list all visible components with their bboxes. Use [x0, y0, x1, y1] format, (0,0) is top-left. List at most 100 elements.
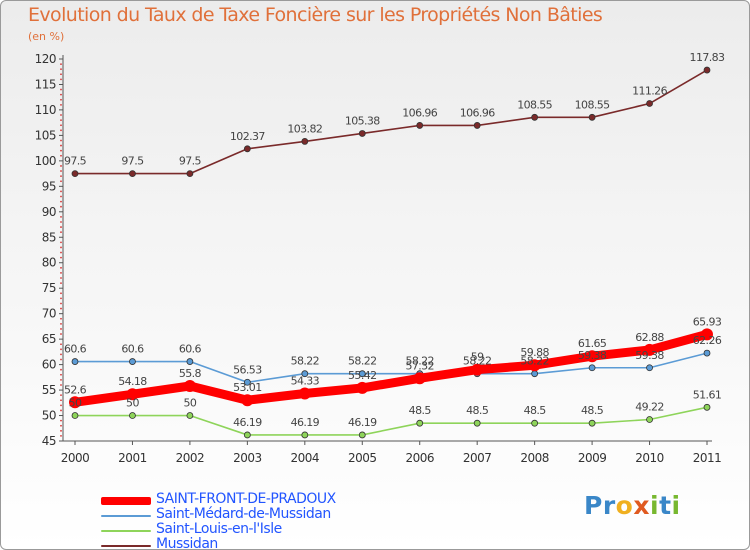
data-point [588, 419, 596, 427]
x-tick-label: 2009 [578, 451, 607, 465]
data-label: 58.22 [291, 355, 320, 368]
y-minor-tick [60, 373, 62, 376]
data-label: 108.55 [517, 98, 552, 111]
data-label: 106.96 [460, 106, 495, 119]
y-minor-tick [60, 272, 62, 274]
y-tick-label: 85 [42, 230, 56, 244]
data-point [301, 431, 309, 439]
y-minor-tick [60, 205, 62, 208]
y-tick-label: 75 [42, 281, 56, 295]
data-point [356, 381, 369, 394]
data-point [129, 358, 136, 365]
y-minor-tick [60, 348, 62, 351]
y-minor-tick [60, 384, 62, 386]
y-minor-tick [60, 63, 62, 65]
data-label: 65.93 [693, 315, 722, 328]
y-tick-label: 65 [42, 332, 56, 346]
y-minor-tick [60, 353, 62, 356]
y-minor-tick [60, 200, 62, 203]
legend-label: SAINT-FRONT-DE-PRADOUX [156, 491, 336, 507]
y-minor-tick [60, 144, 62, 147]
y-minor-tick [60, 170, 62, 172]
data-label: 48.5 [466, 404, 489, 417]
data-label: 59.38 [635, 349, 664, 362]
y-minor-tick [60, 358, 62, 361]
data-label: 59.88 [520, 346, 549, 359]
data-point [129, 412, 136, 419]
data-label: 49.22 [635, 401, 664, 414]
y-minor-tick [60, 282, 62, 285]
data-point [588, 364, 596, 372]
y-tick-label: 90 [42, 205, 56, 219]
data-point [703, 349, 711, 357]
logo-letter: i [671, 491, 681, 520]
legend-swatch [101, 545, 151, 547]
data-label: 59.38 [578, 349, 607, 362]
data-label: 46.19 [291, 416, 320, 429]
data-label: 52.6 [64, 383, 87, 396]
data-label: 60.6 [179, 343, 202, 356]
y-minor-tick [60, 307, 62, 310]
data-point [703, 66, 711, 74]
data-label: 60.6 [64, 343, 87, 356]
x-tick-label: 2006 [405, 451, 434, 465]
y-minor-tick [60, 190, 62, 193]
data-point [531, 419, 539, 427]
y-minor-tick [60, 378, 62, 381]
logo-letter: x [633, 491, 650, 520]
data-point [413, 372, 426, 385]
data-point [358, 130, 366, 137]
data-point [301, 370, 309, 378]
x-tick-label: 2010 [635, 451, 664, 465]
data-point [183, 379, 196, 392]
legend-label: Saint-Médard-de-Mussidan [156, 506, 331, 522]
data-label: 105.38 [345, 114, 380, 127]
data-label: 50 [69, 397, 82, 410]
y-minor-tick [60, 322, 62, 325]
data-label: 48.5 [524, 404, 547, 417]
series-line-1 [74, 352, 708, 384]
logo-letter: P [584, 491, 603, 520]
data-label: 58.22 [405, 355, 434, 368]
data-point [69, 396, 81, 409]
data-point [243, 378, 251, 386]
data-point [416, 419, 424, 427]
legend-label: Saint-Louis-en-l'Isle [156, 521, 282, 537]
y-minor-tick [60, 368, 62, 371]
y-minor-tick [60, 149, 62, 152]
data-label: 62.88 [635, 331, 664, 344]
y-minor-tick [60, 98, 62, 101]
y-minor-tick [60, 241, 62, 244]
data-point [126, 388, 139, 401]
y-minor-tick [60, 424, 62, 427]
data-label: 62.26 [693, 334, 722, 347]
data-label: 108.55 [575, 98, 610, 111]
y-minor-tick [60, 399, 62, 402]
legend-label: Mussidan [156, 536, 218, 550]
data-label: 58.22 [520, 355, 549, 368]
data-point [588, 113, 596, 121]
data-point [243, 145, 251, 153]
x-tick-label: 2008 [520, 451, 549, 465]
data-point [531, 113, 539, 121]
data-point [701, 328, 713, 341]
y-minor-tick [60, 195, 62, 198]
y-minor-tick [60, 165, 62, 167]
data-label: 111.26 [632, 85, 667, 98]
chart-title: Evolution du Taux de Taxe Foncière sur l… [28, 4, 603, 26]
data-label: 97.5 [64, 155, 87, 168]
y-tick-label: 115 [35, 77, 56, 91]
y-minor-tick [60, 88, 62, 91]
data-label: 48.5 [581, 404, 604, 417]
y-minor-tick [60, 68, 62, 71]
data-point [528, 359, 541, 372]
y-minor-tick [60, 297, 62, 300]
proxiti-logo: Proxiti [584, 491, 681, 520]
data-label: 54.18 [118, 375, 147, 388]
data-label: 60.6 [121, 343, 144, 356]
y-tick-label: 110 [35, 103, 56, 117]
y-minor-tick [60, 435, 62, 437]
y-tick-label: 95 [42, 179, 56, 193]
data-point [586, 350, 599, 363]
unit-label: (en %) [28, 30, 65, 43]
